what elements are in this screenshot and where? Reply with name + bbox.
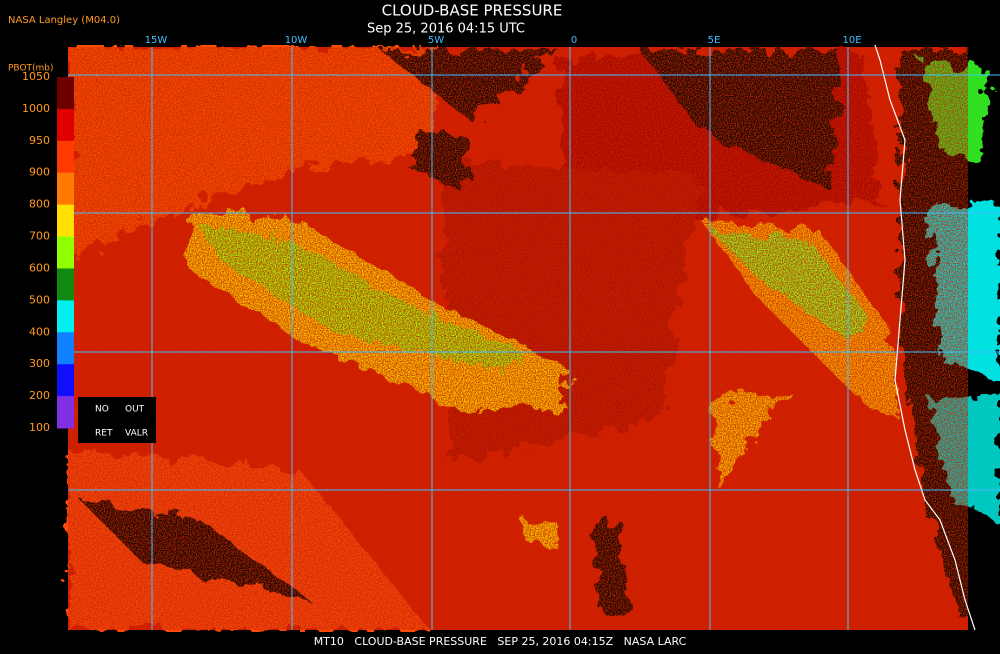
- legend-tick-label: 900: [29, 166, 50, 179]
- legend-color: [57, 396, 74, 429]
- legend-tick-label: 100: [29, 421, 50, 434]
- legend-color: [57, 364, 74, 397]
- status-label: VALR: [125, 429, 148, 439]
- status-label: OUT: [125, 405, 145, 415]
- legend-tick-label: 700: [29, 230, 50, 243]
- longitude-label: 0: [571, 35, 577, 46]
- legend-color: [57, 300, 74, 333]
- datetime: Sep 25, 2016 04:15 UTC: [367, 22, 525, 37]
- legend-unit: PBOT(mb): [8, 64, 54, 74]
- legend-color: [57, 108, 74, 142]
- legend-tick-label: 300: [29, 357, 50, 370]
- title: CLOUD-BASE PRESSURE: [382, 2, 563, 20]
- legend-tick-label: 950: [29, 134, 50, 147]
- legend-tick-label: 500: [29, 293, 50, 306]
- legend-color: [57, 268, 74, 301]
- legend-color: [57, 172, 74, 206]
- legend-color: [57, 236, 74, 269]
- legend-color: [57, 77, 74, 110]
- footer: MT10 CLOUD-BASE PRESSURE SEP 25, 2016 04…: [314, 635, 687, 648]
- legend-tick-label: 800: [29, 198, 50, 211]
- legend-color: [57, 140, 74, 174]
- longitude-label: 5W: [428, 35, 444, 46]
- legend-tick-label: 1050: [22, 70, 50, 83]
- legend-tick-label: 600: [29, 261, 50, 274]
- agency-label: NASA Langley (M04.0): [8, 15, 120, 26]
- status-label: NO: [95, 405, 109, 415]
- longitude-label: 10E: [842, 35, 861, 46]
- status-label: RET: [95, 429, 113, 439]
- lat-lon-grid: [68, 47, 1000, 630]
- longitude-label: 5E: [708, 35, 721, 46]
- imagery: [68, 4, 1000, 631]
- legend-tick-label: 200: [29, 389, 50, 402]
- legend-color: [57, 204, 74, 238]
- legend-tick-label: 400: [29, 325, 50, 338]
- longitude-label: 15W: [145, 35, 168, 46]
- legend-color: [57, 332, 74, 365]
- legend-tick-label: 1000: [22, 102, 50, 115]
- longitude-label: 10W: [285, 35, 308, 46]
